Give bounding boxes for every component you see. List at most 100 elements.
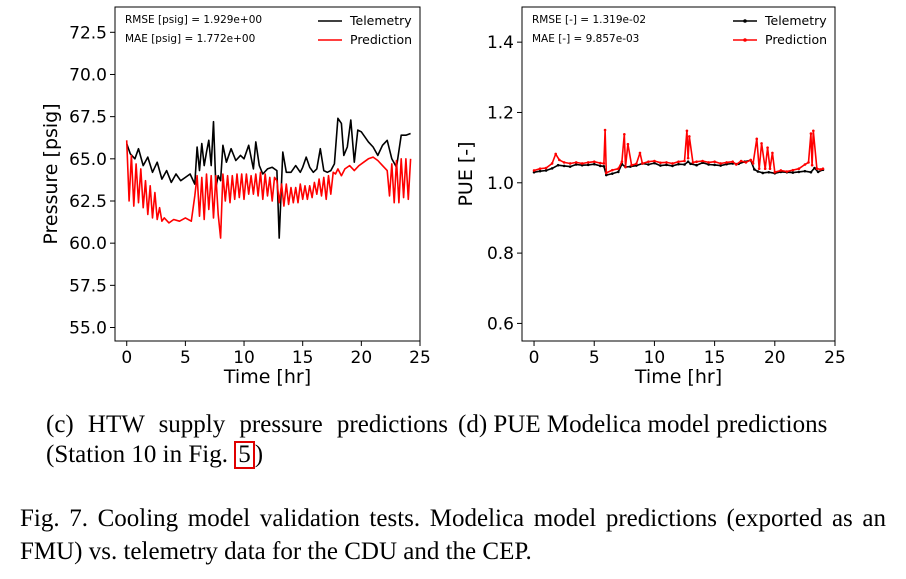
x-tick-label: 25 — [409, 348, 431, 368]
data-point — [544, 169, 548, 172]
data-point — [538, 169, 542, 173]
data-point — [562, 161, 566, 164]
data-point — [544, 166, 548, 170]
data-point — [819, 168, 822, 171]
x-tick-label: 20 — [351, 348, 373, 368]
x-tick-label: 25 — [824, 348, 846, 368]
legend-marker — [743, 38, 747, 42]
data-point — [630, 163, 633, 167]
data-point — [713, 163, 716, 167]
y-axis-label: PUE [-] — [455, 141, 477, 206]
y-tick-label: 72.5 — [69, 23, 107, 43]
legend-label: Telemetry — [349, 13, 412, 28]
data-point — [617, 170, 620, 174]
data-point — [610, 168, 614, 172]
data-point — [574, 163, 578, 166]
data-point — [586, 163, 590, 167]
subcaption-c: (c) HTW supply pressure predictions (Sta… — [46, 410, 448, 470]
data-point — [686, 156, 690, 160]
legend-label: Prediction — [350, 32, 412, 47]
series-line-prediction — [125, 140, 412, 239]
data-point — [665, 161, 668, 164]
x-axis-label: Time [hr] — [223, 366, 311, 388]
data-point — [749, 158, 753, 162]
figure-reference-link[interactable]: 5 — [234, 441, 255, 469]
x-tick-label: 20 — [764, 348, 786, 368]
data-point — [641, 162, 644, 165]
data-point — [647, 160, 650, 163]
data-point — [671, 162, 674, 165]
legend-marker — [743, 19, 747, 23]
y-tick-label: 65.0 — [69, 150, 107, 170]
metric-annotation: MAE [-] = 9.857e-03 — [532, 33, 639, 45]
data-point — [803, 169, 807, 173]
data-point — [688, 135, 691, 138]
data-point — [592, 160, 596, 163]
data-point — [538, 167, 542, 171]
plot-frame — [521, 6, 836, 342]
series-line-prediction — [533, 129, 824, 174]
data-point — [734, 163, 738, 166]
y-tick-label: 55.0 — [69, 319, 107, 339]
data-point — [719, 162, 722, 165]
y-tick-label: 0.8 — [487, 244, 514, 264]
data-point — [815, 167, 819, 171]
metric-annotation: RMSE [-] = 1.319e-02 — [532, 14, 646, 26]
data-point — [686, 160, 690, 163]
data-point — [767, 170, 771, 174]
data-point — [532, 169, 536, 172]
data-point — [598, 161, 602, 165]
data-point — [602, 164, 606, 168]
data-point — [763, 167, 767, 171]
data-point — [812, 129, 815, 133]
data-point — [568, 162, 572, 165]
data-point — [779, 169, 783, 172]
data-point — [760, 142, 763, 145]
data-point — [816, 170, 820, 174]
data-point — [604, 171, 608, 175]
data-point — [821, 167, 825, 171]
data-point — [683, 159, 686, 163]
data-point — [580, 162, 584, 165]
data-point — [791, 171, 795, 174]
figure-caption: Fig. 7. Cooling model validation tests. … — [20, 505, 886, 565]
data-point — [623, 132, 626, 136]
data-point — [725, 161, 728, 164]
legend-label: Prediction — [765, 32, 827, 47]
metric-annotation: MAE [psig] = 1.772e+00 — [125, 33, 255, 45]
data-point — [701, 159, 704, 163]
data-point — [707, 161, 710, 164]
data-point — [647, 163, 650, 166]
data-point — [665, 163, 668, 167]
data-point — [586, 161, 590, 164]
metric-annotation: RMSE [psig] = 1.929e+00 — [125, 14, 262, 26]
y-tick-label: 1.4 — [487, 33, 514, 53]
data-point — [556, 163, 560, 167]
x-tick-label: 0 — [529, 348, 540, 368]
x-tick-label: 10 — [644, 348, 666, 368]
data-point — [753, 168, 756, 171]
data-point — [691, 161, 695, 164]
data-point — [810, 163, 814, 167]
data-point — [653, 159, 656, 163]
data-point — [610, 172, 614, 175]
data-point — [785, 170, 789, 173]
data-point — [809, 132, 813, 135]
data-point — [603, 128, 607, 132]
y-tick-label: 57.5 — [69, 276, 107, 296]
y-tick-label: 0.6 — [487, 314, 514, 334]
data-point — [568, 165, 572, 168]
data-point — [638, 151, 642, 155]
data-point — [671, 164, 674, 168]
data-point — [773, 170, 777, 174]
data-point — [768, 167, 772, 171]
data-point — [659, 161, 662, 165]
subcaption-d: (d) PUE Modelica model predictions — [458, 411, 828, 438]
data-point — [653, 161, 656, 165]
y-tick-label: 62.5 — [69, 192, 107, 212]
data-point — [807, 161, 810, 164]
data-point — [797, 167, 801, 171]
data-point — [677, 160, 680, 163]
data-point — [809, 170, 813, 174]
data-point — [602, 162, 606, 165]
